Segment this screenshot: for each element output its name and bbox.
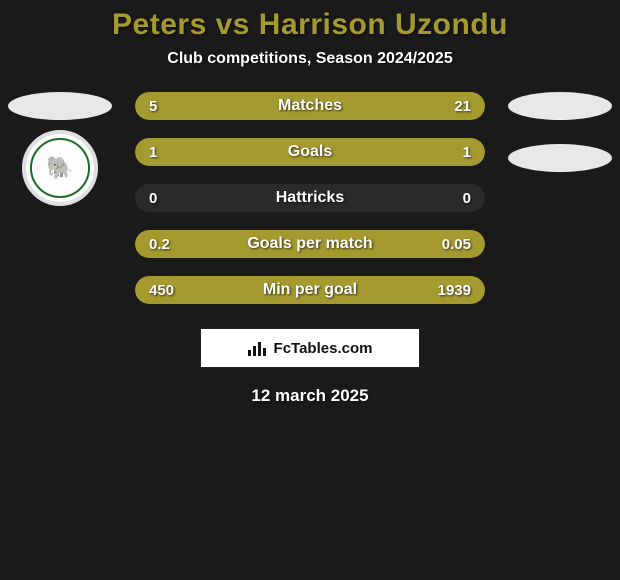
subtitle: Club competitions, Season 2024/2025 — [0, 50, 620, 68]
left-player-badges: 🐘 — [0, 92, 120, 206]
comparison-widget: Peters vs Harrison Uzondu Club competiti… — [0, 0, 620, 406]
right-player-ellipse-2 — [508, 144, 612, 172]
stat-label: Goals per match — [135, 230, 485, 258]
stat-bar: 00Hattricks — [135, 184, 485, 212]
elephant-icon: 🐘 — [46, 157, 73, 179]
club-logo-inner: 🐘 — [30, 138, 90, 198]
right-player-badges — [500, 92, 620, 172]
left-player-ellipse — [8, 92, 112, 120]
bar-chart-icon — [248, 340, 268, 356]
stat-label: Matches — [135, 92, 485, 120]
stat-label: Goals — [135, 138, 485, 166]
stat-bar: 4501939Min per goal — [135, 276, 485, 304]
date-text: 12 march 2025 — [0, 386, 620, 406]
stat-bar: 521Matches — [135, 92, 485, 120]
footer-attribution[interactable]: FcTables.com — [200, 328, 420, 368]
footer-brand-text: FcTables.com — [274, 340, 373, 357]
left-club-logo: 🐘 — [22, 130, 98, 206]
stat-bar: 11Goals — [135, 138, 485, 166]
stat-bars: 521Matches 11Goals 00Hattricks 0.20.05Goals… — [135, 92, 485, 304]
stat-label: Hattricks — [135, 184, 485, 212]
page-title: Peters vs Harrison Uzondu — [0, 8, 620, 42]
stat-bar: 0.20.05Goals per match — [135, 230, 485, 258]
chart-area: 🐘 521Matches 11Goals 00Hattricks 0.20.05Goa… — [0, 92, 620, 304]
right-player-ellipse-1 — [508, 92, 612, 120]
stat-label: Min per goal — [135, 276, 485, 304]
